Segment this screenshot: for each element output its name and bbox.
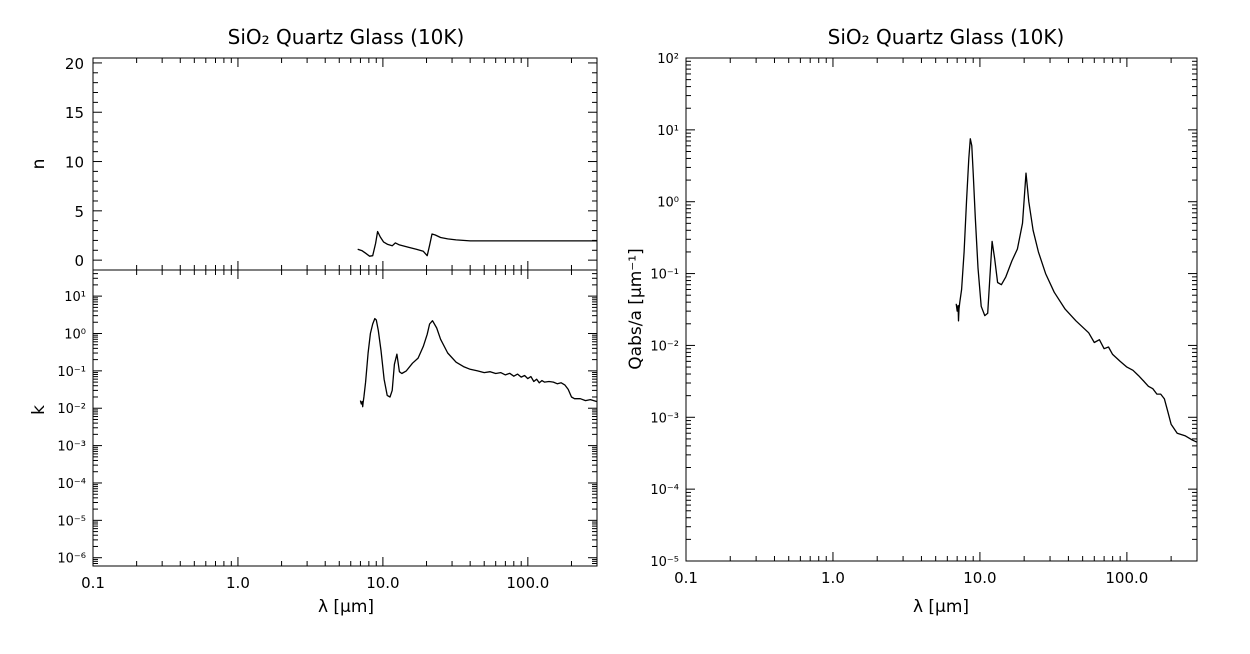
x-tick-label: 100.0 bbox=[506, 574, 549, 592]
right-ylabel: Qabs/a [μm⁻¹] bbox=[626, 248, 646, 369]
right-panel: SiO₂ Quartz Glass (10K) 0.1 1.0 10.0 100.0 1… bbox=[626, 25, 1198, 617]
left-top-frame bbox=[92, 57, 598, 271]
y-tick-label: 10⁻⁵ bbox=[650, 555, 679, 570]
y-tick-label: 10⁻⁴ bbox=[57, 477, 86, 492]
y-tick-label: 10⁻¹ bbox=[650, 268, 679, 283]
x-tick-label: 10.0 bbox=[963, 569, 996, 587]
left-top-n-curve bbox=[357, 230, 597, 257]
y-tick-label: 10⁻⁶ bbox=[57, 552, 86, 567]
left-xlabel: λ [μm] bbox=[318, 597, 374, 617]
right-frame bbox=[685, 57, 1198, 562]
left-top-ticks: 0 5 10 15 20 bbox=[65, 55, 598, 271]
y-tick-label: 10⁻³ bbox=[650, 411, 679, 426]
y-tick-label: 0 bbox=[74, 252, 84, 270]
right-qabs-curve bbox=[955, 138, 1198, 443]
x-tick-label: 1.0 bbox=[226, 574, 250, 592]
left-bottom-ylabel: k bbox=[29, 405, 49, 415]
left-bottom-ticks: 0.1 1.0 10.0 100.0 10⁻⁶ 10⁻⁵ 10⁻⁴ 10⁻³ 10⁻² 10⁻¹ 1… bbox=[57, 269, 598, 592]
y-tick-label: 10⁻³ bbox=[57, 440, 86, 455]
x-tick-label: 0.1 bbox=[674, 569, 698, 587]
y-tick-label: 10⁰ bbox=[64, 327, 86, 342]
y-tick-label: 15 bbox=[65, 104, 84, 122]
y-tick-label: 10⁻⁵ bbox=[57, 514, 86, 529]
y-tick-label: 5 bbox=[74, 203, 84, 221]
left-top-plot: 0 5 10 15 20 bbox=[65, 55, 598, 271]
y-tick-label: 10⁻¹ bbox=[57, 365, 86, 380]
y-tick-label: 10 bbox=[65, 154, 84, 172]
y-tick-label: 20 bbox=[65, 55, 84, 73]
left-panel: SiO₂ Quartz Glass (10K) 0 5 10 15 20 0.1 1.0 1… bbox=[29, 25, 598, 617]
left-top-ylabel: n bbox=[29, 159, 49, 170]
left-bottom-k-curve bbox=[359, 317, 598, 408]
right-title: SiO₂ Quartz Glass (10K) bbox=[828, 25, 1065, 49]
x-tick-label: 10.0 bbox=[366, 574, 399, 592]
right-ticks: 0.1 1.0 10.0 100.0 10⁻⁵ 10⁻⁴ 10⁻³ 10⁻² 10⁻¹ 10⁰ 10… bbox=[650, 52, 1198, 587]
y-tick-label: 10⁻² bbox=[650, 339, 679, 354]
right-xlabel: λ [μm] bbox=[913, 597, 969, 617]
left-title: SiO₂ Quartz Glass (10K) bbox=[228, 25, 465, 49]
y-tick-label: 10¹ bbox=[657, 124, 679, 139]
left-bottom-plot: 0.1 1.0 10.0 100.0 10⁻⁶ 10⁻⁵ 10⁻⁴ 10⁻³ 10⁻² 10⁻¹ 1… bbox=[57, 269, 598, 592]
y-tick-label: 10⁰ bbox=[657, 196, 679, 211]
y-tick-label: 10⁻⁴ bbox=[650, 483, 679, 498]
y-tick-label: 10² bbox=[657, 52, 679, 67]
y-tick-label: 10¹ bbox=[64, 290, 86, 305]
x-tick-label: 1.0 bbox=[821, 569, 845, 587]
y-tick-label: 10⁻² bbox=[57, 402, 86, 417]
left-bottom-frame bbox=[92, 269, 598, 567]
x-tick-label: 100.0 bbox=[1105, 569, 1148, 587]
x-tick-label: 0.1 bbox=[81, 574, 105, 592]
